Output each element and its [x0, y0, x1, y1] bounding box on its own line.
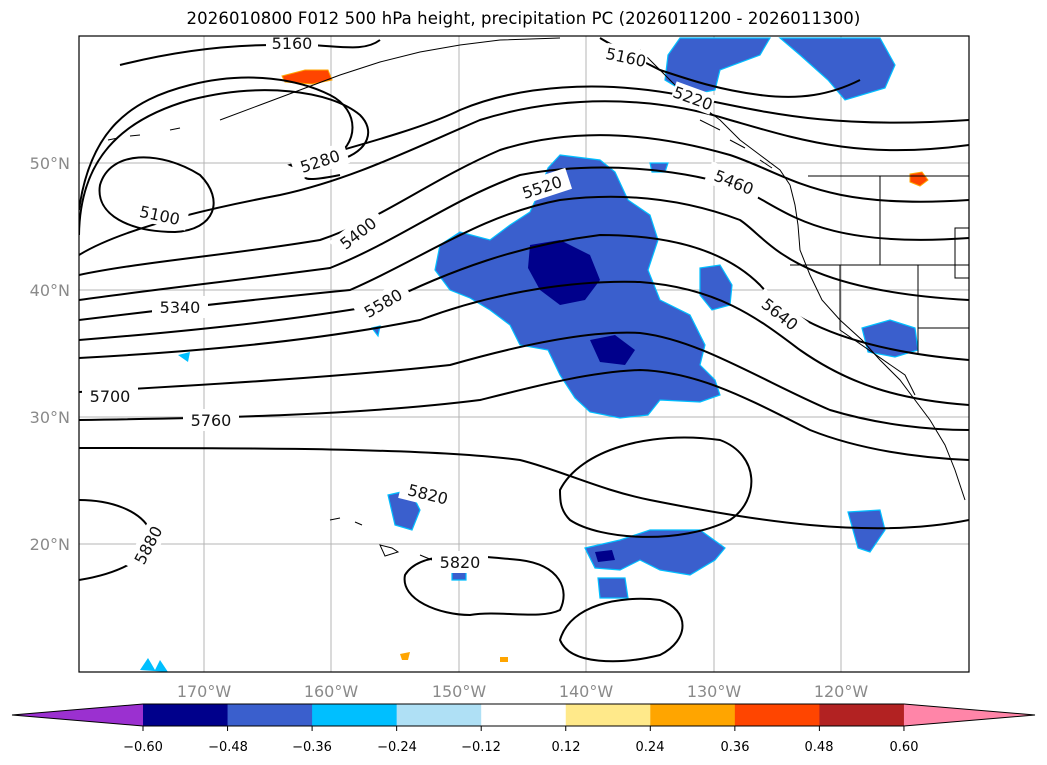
contour-loop-south	[558, 597, 684, 663]
contour-5400	[79, 134, 969, 276]
coast-westcoast	[789, 184, 966, 501]
colorbar-extend-high	[903, 704, 1035, 726]
positive-blob-2	[500, 657, 508, 662]
precip-blob-hawaii-east	[584, 529, 726, 576]
colorbar-tick-label: −0.36	[292, 740, 332, 755]
lat-label-40n: 40°N	[30, 281, 70, 300]
colorbar	[11, 703, 1036, 731]
contour-5460	[79, 166, 969, 301]
colorbar-tick-label: 0.24	[636, 740, 665, 755]
lat-label-30n: 30°N	[30, 408, 70, 427]
colorbar-segment	[481, 704, 567, 726]
contour-label-5760: 5760	[191, 411, 232, 430]
precip-blob-small-1	[847, 509, 886, 553]
precip-blob-hawaii-dark	[595, 550, 615, 562]
contour-label-5160-a: 5160	[272, 34, 313, 53]
precip-blob-hawaii-east-2	[597, 577, 629, 599]
precip-blob-dark	[528, 240, 600, 305]
contour-5640	[79, 280, 969, 406]
colorbar-tick-label: −0.60	[123, 740, 163, 755]
hawaii-islands	[329, 517, 433, 561]
colorbar-tick-label: 0.48	[805, 740, 834, 755]
colorbar-segment	[819, 704, 905, 726]
colorbar-tick-label: −0.24	[377, 740, 417, 755]
contour-5820-b	[558, 436, 753, 538]
contour-label-5820-b: 5820	[440, 553, 481, 572]
contour-5700	[79, 331, 969, 431]
map-frame	[78, 35, 970, 673]
colorbar-segment	[565, 704, 651, 726]
colorbar-tick-label: −0.48	[208, 740, 248, 755]
lat-label-50n: 50°N	[30, 154, 70, 173]
contour-5760	[79, 368, 969, 461]
coast-panhandle	[639, 49, 791, 186]
precip-blob-dark-2	[590, 335, 635, 365]
lon-label-120w: 120°W	[814, 682, 869, 701]
colorbar-segment	[227, 704, 313, 726]
contour-5520	[79, 195, 969, 321]
lon-label-160w: 160°W	[304, 682, 359, 701]
lon-label-150w: 150°W	[432, 682, 487, 701]
contour-label-5340: 5340	[160, 298, 201, 317]
precip-positive-shading	[281, 69, 929, 662]
border-state-6	[954, 227, 969, 279]
colorbar-tick-label: −0.12	[461, 740, 501, 755]
positive-blob-1	[400, 652, 410, 660]
precip-shading	[140, 37, 919, 672]
contour-5820-a	[79, 447, 969, 530]
precip-blob-small-3	[178, 352, 190, 362]
border-state-5	[839, 265, 916, 396]
lon-label-140w: 140°W	[559, 682, 614, 701]
map-area	[79, 36, 969, 672]
colorbar-extend-low	[12, 704, 143, 726]
positive-blob-aleutian	[281, 69, 333, 85]
contour-5340	[79, 100, 969, 256]
lon-label-170w: 170°W	[177, 682, 232, 701]
colorbar-segment	[312, 704, 398, 726]
colorbar-segment	[734, 704, 820, 726]
longitude-labels: 170°W 160°W 150°W 140°W 130°W 120°W	[177, 682, 869, 701]
contour-label-5700: 5700	[90, 387, 131, 406]
coast-alaska	[219, 37, 561, 121]
colorbar-segment	[650, 704, 736, 726]
lon-label-130w: 130°W	[687, 682, 742, 701]
coastlines	[107, 37, 969, 561]
figure-title: 2026010800 F012 500 hPa height, precipit…	[186, 9, 861, 28]
colorbar-tick-label: 0.36	[721, 740, 750, 755]
precip-blob-north-2	[778, 37, 896, 101]
colorbar-segment	[396, 704, 482, 726]
lat-label-20n: 20°N	[30, 535, 70, 554]
colorbar-tick-label: 0.60	[890, 740, 919, 755]
coast-bc-islands	[699, 119, 773, 169]
latitude-labels: 50°N 40°N 30°N 20°N	[30, 154, 70, 554]
colorbar-labels: −0.60 −0.48 −0.36 −0.24 −0.12 0.12 0.24 …	[123, 740, 918, 755]
precip-blob-small-4	[140, 658, 168, 672]
colorbar-segment	[143, 704, 229, 726]
colorbar-tick-label: 0.12	[552, 740, 581, 755]
